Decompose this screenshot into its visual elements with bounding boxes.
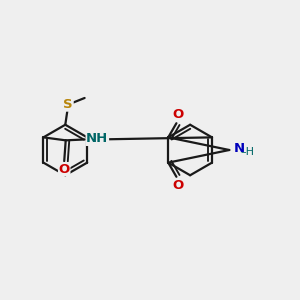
Text: N: N <box>233 142 244 155</box>
Text: NH: NH <box>86 132 109 146</box>
Text: –H: –H <box>240 147 254 158</box>
Text: O: O <box>172 108 184 122</box>
Text: O: O <box>58 163 70 176</box>
Text: O: O <box>172 178 184 192</box>
Text: S: S <box>64 98 73 111</box>
